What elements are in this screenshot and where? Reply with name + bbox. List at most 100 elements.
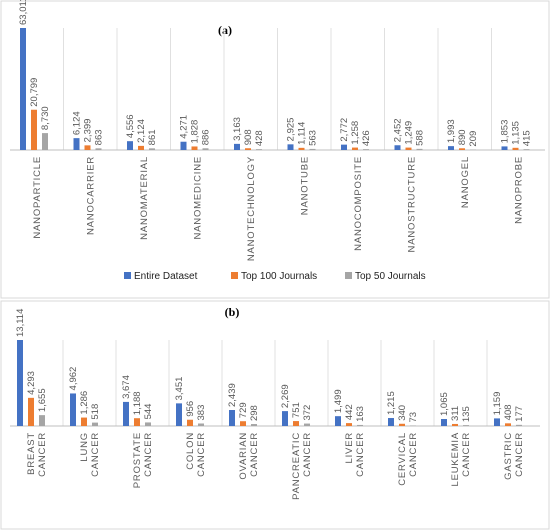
- data-label: 1,135: [511, 121, 522, 145]
- data-label: 1,159: [492, 392, 503, 416]
- bar: [304, 423, 310, 426]
- data-label: 1,065: [439, 392, 450, 416]
- bar: [251, 424, 257, 426]
- data-label: 13,114: [15, 309, 26, 337]
- category-label: NANOMATERIAL: [139, 156, 150, 240]
- category-label: CANCER: [249, 432, 260, 477]
- data-label: 20,799: [29, 78, 40, 107]
- bar: [256, 149, 262, 150]
- category-label: LEUKEMIA: [450, 432, 461, 486]
- legend-label: Top 50 Journals: [355, 271, 426, 282]
- data-label: 177: [514, 406, 525, 422]
- panel-title: (b): [225, 305, 240, 319]
- data-label: 4,556: [125, 114, 136, 138]
- panel-title: (a): [218, 23, 232, 37]
- category-label: NANOCARRIER: [85, 156, 96, 235]
- data-label: 1,853: [500, 120, 511, 144]
- data-label: 1,655: [37, 388, 48, 412]
- data-label: 372: [302, 405, 313, 421]
- bar: [31, 109, 37, 150]
- category-label: NANOMEDICINE: [192, 156, 203, 240]
- bar: [70, 393, 76, 426]
- data-label: 863: [94, 129, 105, 145]
- data-label: 1,286: [79, 391, 90, 415]
- bar: [282, 411, 288, 426]
- data-label: 415: [522, 130, 533, 146]
- data-label: 588: [415, 130, 426, 146]
- data-label: 908: [243, 129, 254, 145]
- bar: [501, 146, 508, 150]
- data-label: 1,993: [446, 119, 457, 143]
- bar: [134, 418, 140, 426]
- category-label: CANCER: [196, 432, 207, 477]
- data-label: 442: [344, 404, 355, 420]
- bar: [95, 148, 102, 150]
- data-label: 4,293: [26, 371, 37, 395]
- bar: [240, 421, 246, 426]
- bar: [28, 397, 34, 426]
- category-label: PANCREATIC: [291, 432, 302, 500]
- bar: [352, 147, 358, 150]
- bar: [198, 423, 204, 426]
- data-label: 135: [461, 406, 472, 422]
- data-label: 2,925: [286, 118, 297, 142]
- bar: [335, 416, 341, 426]
- category-label: NANOPARTICLE: [32, 156, 43, 239]
- data-label: 8,730: [40, 106, 51, 130]
- data-label: 340: [397, 405, 408, 421]
- bar: [523, 149, 530, 150]
- bar: [399, 423, 405, 426]
- legend: Entire Dataset Top 100 Journals Top 50 Jou…: [124, 271, 426, 282]
- bar: [298, 147, 305, 150]
- data-label: 2,772: [339, 118, 350, 142]
- bar: [293, 421, 299, 426]
- bar: [73, 138, 80, 150]
- data-label: 544: [143, 404, 154, 420]
- legend-item: Top 100 Journals: [231, 271, 317, 282]
- data-label: 298: [249, 405, 260, 421]
- bar: [123, 401, 129, 426]
- category-label: PROSTATE: [132, 432, 143, 488]
- category-label: CANCER: [461, 432, 472, 477]
- bar: [459, 148, 465, 150]
- category-label: CANCER: [37, 432, 48, 477]
- bar: [229, 410, 235, 426]
- category-label: CANCER: [408, 432, 419, 477]
- bar: [512, 147, 519, 150]
- data-label: 4,962: [68, 367, 79, 391]
- data-label: 3,163: [232, 117, 243, 141]
- data-label: 2,439: [227, 383, 238, 407]
- data-label: 311: [450, 406, 461, 421]
- data-label: 426: [361, 130, 372, 146]
- category-label: CANCER: [143, 432, 154, 477]
- category-label: NANOGEL: [460, 156, 471, 208]
- data-label: 408: [503, 404, 514, 420]
- data-label: 861: [147, 129, 158, 145]
- bar: [287, 144, 294, 150]
- data-label: 1,258: [350, 121, 361, 145]
- bar: [17, 340, 23, 426]
- bar: [234, 143, 240, 150]
- bar: [357, 424, 363, 426]
- bar: [84, 145, 91, 150]
- bar: [309, 148, 316, 150]
- data-label: 1,499: [333, 389, 344, 413]
- bar: [20, 28, 26, 150]
- legend-label: Entire Dataset: [134, 271, 198, 282]
- bar: [416, 148, 423, 150]
- bar: [505, 423, 511, 426]
- data-label: 209: [468, 131, 479, 147]
- category-label: OVARIAN: [238, 432, 249, 480]
- data-label: 1,215: [386, 391, 397, 415]
- bar: [346, 423, 352, 426]
- category-label: CANCER: [90, 432, 101, 477]
- data-label: 2,269: [280, 384, 291, 408]
- legend-label: Top 100 Journals: [241, 271, 317, 282]
- data-label: 563: [308, 130, 319, 146]
- panel-b-frame: [0, 300, 550, 530]
- bar: [341, 144, 347, 150]
- bar: [441, 419, 447, 426]
- data-label: 956: [185, 401, 196, 417]
- data-label: 886: [201, 129, 212, 145]
